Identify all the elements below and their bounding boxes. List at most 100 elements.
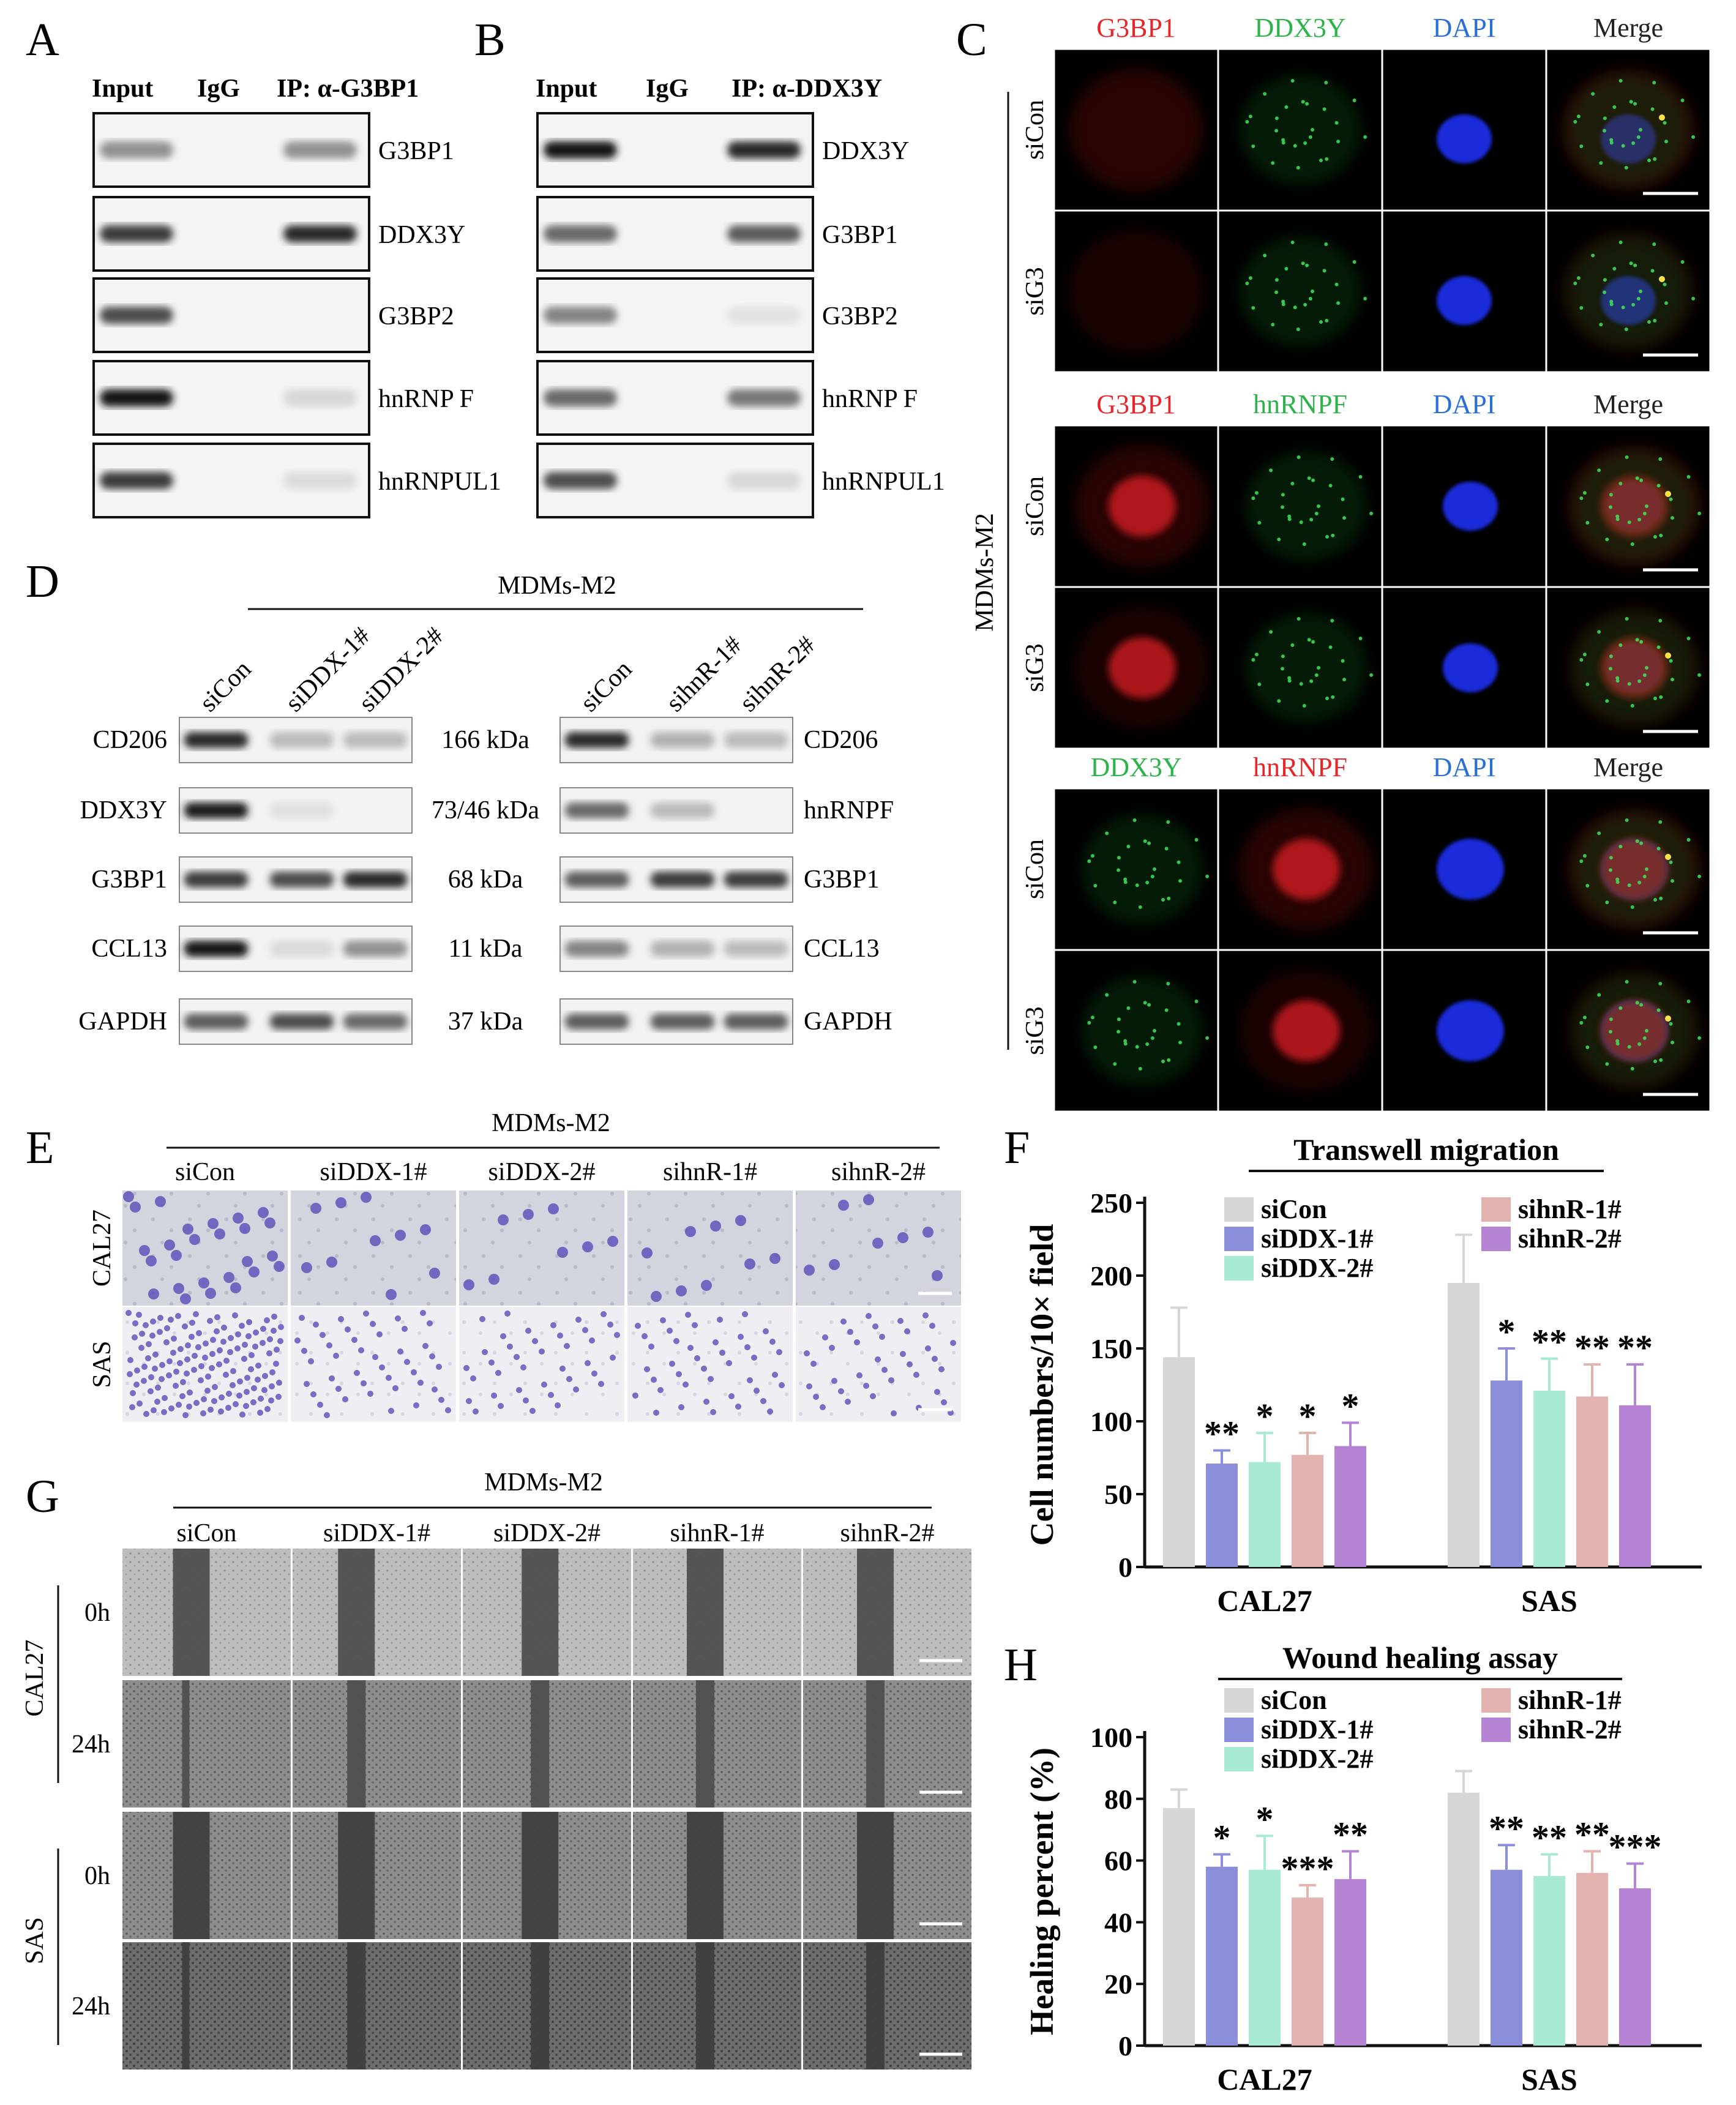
- panel-d-mw-2: 73/46 kDa: [432, 796, 540, 824]
- panelA-blots-band-5-1: [100, 472, 173, 489]
- chartF-significance-cal27-siddx-1: **: [1204, 1414, 1240, 1454]
- chartF-significance-sas-siddx-1: *: [1498, 1312, 1516, 1352]
- panel-c-block-1-row-label-sicon: siCon: [1021, 100, 1049, 160]
- panel-d-left-band-1-3: [343, 732, 408, 748]
- panel-c-block-2-cell-2-3: [1381, 586, 1547, 750]
- panel-d-mw-3: 68 kDa: [448, 866, 523, 894]
- panel-d-right-lane-sihnr-2: sihnR-2#: [735, 631, 821, 717]
- chartF-ytick-250: 250: [1090, 1187, 1132, 1219]
- panelB-blots-row-label-g3bp2: G3BP2: [822, 302, 898, 331]
- panel-d-right-band-5-2: [650, 1014, 715, 1030]
- panel-e-image-2-3: [459, 1307, 624, 1422]
- panel-d-left-row-label-gapdh: GAPDH: [78, 1008, 167, 1036]
- chartF-legend-swatch-siddx-1: [1224, 1227, 1254, 1251]
- panel-c-block-1-cell-1-1: [1053, 48, 1219, 212]
- panel-d-left-row-label-cd206: CD206: [93, 726, 167, 754]
- panel-g-time-label-1: 0h: [84, 1599, 110, 1627]
- panel-g-image-1-5: [803, 1549, 971, 1676]
- chartF-bar-sas-siddx-1: [1491, 1380, 1522, 1567]
- chartH-ytick-20: 20: [1104, 1969, 1132, 2000]
- panel-g-column-sihnr-1: sihnR-1#: [670, 1519, 764, 1547]
- panelA-blots-band-3-1: [100, 307, 173, 324]
- panel-g-image-4-1: [122, 1942, 291, 2069]
- chartF-ytick-50: 50: [1104, 1479, 1132, 1510]
- chartF-legend-label-siddx-2: siDDX-2#: [1261, 1253, 1373, 1283]
- panel-d-right-band-4-1: [564, 941, 629, 957]
- panelA-blots-band-2-3: [283, 225, 357, 242]
- panelA-blots-row-label-g3bp2: G3BP2: [378, 302, 454, 331]
- panel-d-right-band-5-3: [724, 1014, 788, 1030]
- chartH-legend-swatch-sicon: [1224, 1688, 1254, 1713]
- panel-d-mw-1: 166 kDa: [441, 726, 529, 754]
- panelB-blots-band-3-3: [727, 307, 801, 324]
- chartH-legend-label-siddx-2: siDDX-2#: [1261, 1744, 1373, 1774]
- panel-d-right-band-2-1: [564, 802, 629, 818]
- panel-c-block-1-header-g3bp1: G3BP1: [1096, 13, 1176, 43]
- chartF-bar-cal27-siddx-2: [1249, 1462, 1281, 1567]
- panel-g-group-label-cal27: CAL27: [21, 1640, 49, 1717]
- panel-c-block-3-header-ddx3y: DDX3Y: [1090, 752, 1181, 782]
- chartH-bar-sas-sihnr-1: [1576, 1872, 1608, 2046]
- panel-d-right-band-5-1: [564, 1014, 629, 1030]
- chartH-legend-swatch-sihnr-1: [1481, 1688, 1511, 1713]
- chartF-ytick-200: 200: [1090, 1260, 1132, 1292]
- panel-g-image-3-3: [463, 1812, 631, 1939]
- panel-c-block-3-header-dapi: DAPI: [1433, 752, 1496, 782]
- chartH-legend-label-sihnr-1: sihnR-1#: [1518, 1685, 1622, 1715]
- chartF-legend-swatch-sicon: [1224, 1197, 1254, 1222]
- panel-d-left-band-2-1: [184, 802, 249, 818]
- panel-c-block-3-cell-2-3: [1381, 949, 1547, 1113]
- panel-c-block-2-cell-2-1: [1053, 586, 1219, 750]
- panel-d-right-row-label-gapdh: GAPDH: [804, 1008, 892, 1036]
- panel-e-image-1-1: [122, 1191, 288, 1306]
- panel-g-image-2-1: [122, 1680, 291, 1808]
- panel-g-image-2-5: [803, 1680, 971, 1808]
- panelB-blots-band-5-3: [727, 472, 801, 489]
- chartH-bar-cal27-sihnr-1: [1292, 1897, 1323, 2046]
- panel-label-c: C: [956, 14, 987, 65]
- panel-c-block-1-cell-2-1: [1053, 209, 1219, 373]
- panel-c-block-1-cell-1-4: [1545, 48, 1712, 212]
- chartH-legend-label-sihnr-2: sihnR-2#: [1518, 1714, 1622, 1744]
- panelA-blots-band-1-1: [100, 141, 173, 159]
- panel-c-block-3-cell-1-1: [1053, 787, 1219, 951]
- chartF-bar-sas-sihnr-2: [1619, 1405, 1651, 1567]
- panel-g-column-siddx-1: siDDX-1#: [323, 1519, 430, 1547]
- panel-e-transwell: MDMs-M2 siCon siDDX-1# siDDX-2# sihnR-1# sih…: [88, 1109, 961, 1422]
- panel-c-block-2-row-label-sig3: siG3: [1021, 643, 1049, 692]
- panel-e-row-label-cal27: CAL27: [88, 1210, 116, 1287]
- chartH-category-sas: SAS: [1521, 2062, 1577, 2096]
- chartF-significance-sas-sihnr-1: **: [1574, 1328, 1610, 1367]
- panel-e-image-2-5: [796, 1307, 961, 1422]
- panel-d-right-row-label-g3bp1: G3BP1: [804, 866, 880, 894]
- panel-a-header-ip: IP: α-G3BP1: [277, 75, 419, 103]
- panelB-blots-band-3-1: [544, 307, 617, 324]
- chartH-ytick-40: 40: [1104, 1907, 1132, 1938]
- panel-d-mw-5: 37 kDa: [448, 1008, 523, 1036]
- chartF-bar-sas-sicon: [1448, 1282, 1480, 1567]
- panel-g-image-1-1: [122, 1549, 291, 1676]
- panel-d-left-band-5-1: [184, 1014, 249, 1030]
- panel-d-left-band-3-3: [343, 872, 408, 888]
- chartF-bar-cal27-sihnr-2: [1334, 1446, 1366, 1567]
- chartH-significance-cal27-sihnr-2: **: [1333, 1814, 1368, 1854]
- panel-c-immunofluorescence: MDMs-M2 G3BP1 DDX3Y DAPI Merge siCon siG3 G3BP…: [971, 13, 1712, 1113]
- panelB-blots-band-1-3: [727, 141, 801, 159]
- panel-e-image-1-3: [459, 1191, 624, 1306]
- panel-d-left-band-5-3: [343, 1014, 408, 1030]
- panel-c-block-2-header-dapi: DAPI: [1433, 389, 1496, 419]
- panel-d-left-row-label-g3bp1: G3BP1: [91, 866, 167, 894]
- panel-g-image-3-1: [122, 1812, 291, 1939]
- chartF-significance-sas-siddx-2: **: [1532, 1322, 1567, 1362]
- panel-g-image-2-3: [463, 1680, 631, 1808]
- panel-label-h: H: [1004, 1639, 1038, 1691]
- panel-c-block-3-cell-2-2: [1217, 949, 1383, 1113]
- panel-d-title: MDMs-M2: [498, 572, 616, 600]
- chartH-bar-sas-sicon: [1448, 1792, 1480, 2046]
- panel-d-right-lane-sihnr-1: sihnR-1#: [661, 631, 747, 717]
- panel-c-block-1-cell-2-4: [1545, 209, 1712, 373]
- panel-d-right-lane-sicon: siCon: [575, 655, 638, 717]
- panel-g-image-1-2: [293, 1549, 461, 1676]
- panel-c-block-3-row-label-sicon: siCon: [1021, 839, 1049, 899]
- chartF-legend-swatch-siddx-2: [1224, 1256, 1254, 1281]
